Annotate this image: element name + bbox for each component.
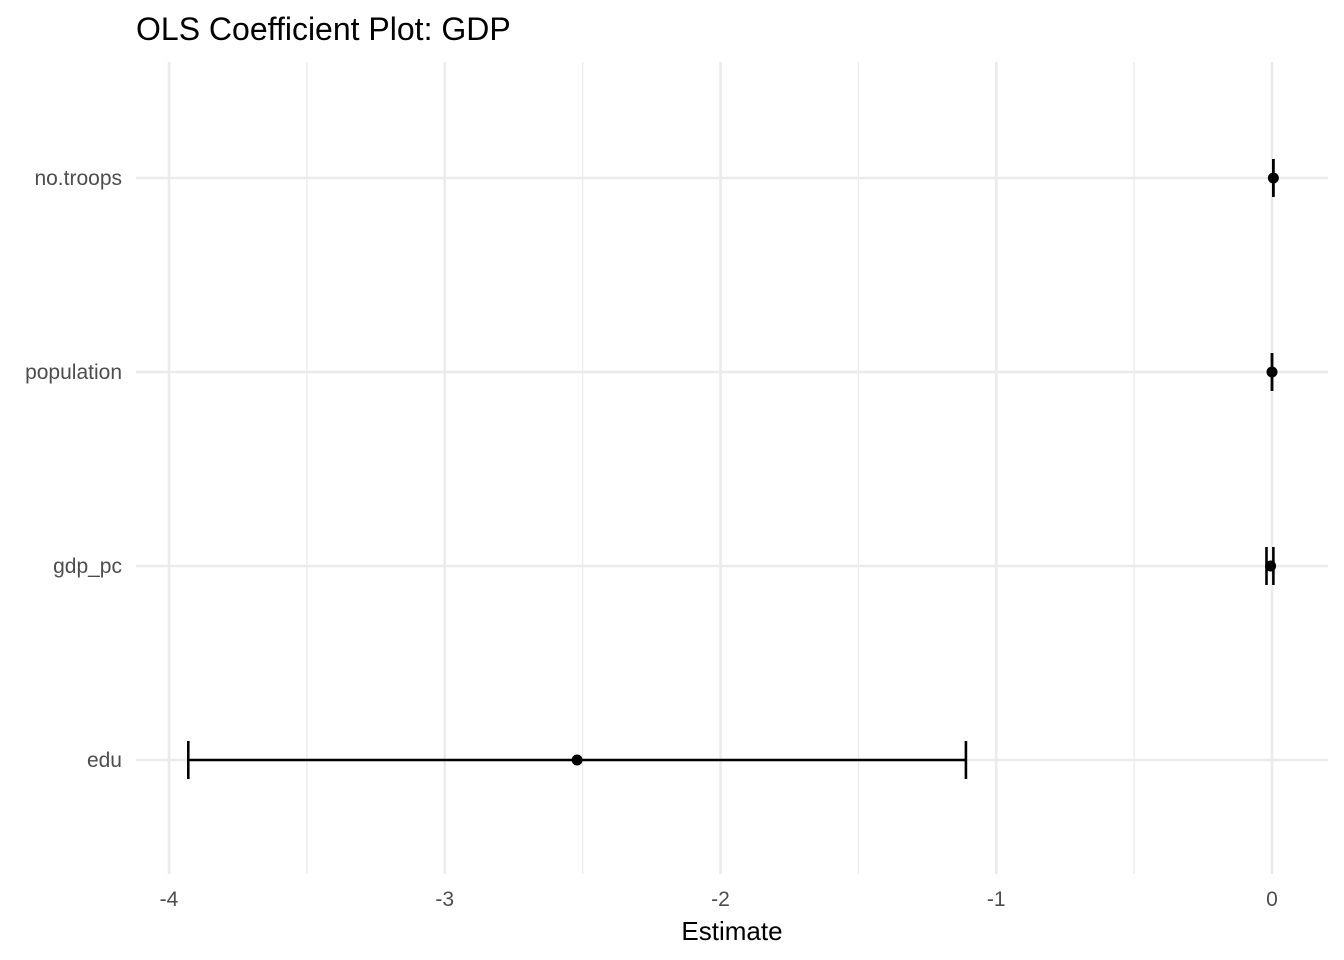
grid-layer [136, 62, 1328, 874]
point-gdp-pc [1265, 560, 1277, 572]
point-no-troops [1267, 172, 1279, 184]
point-edu [571, 754, 583, 766]
x-tick-labels: -4 -3 -2 -1 0 [160, 888, 1278, 911]
x-axis-title: Estimate [681, 916, 782, 946]
y-tick-label: gdp_pc [53, 555, 122, 578]
x-tick-label: -1 [987, 888, 1006, 911]
y-tick-label: population [25, 361, 122, 384]
chart-title: OLS Coefficient Plot: GDP [136, 11, 511, 47]
x-tick-label: -4 [160, 888, 179, 911]
y-tick-labels: edu gdp_pc population no.troops [25, 167, 122, 772]
y-tick-label: edu [87, 749, 122, 772]
y-tick-label: no.troops [34, 167, 122, 190]
point-layer [571, 172, 1279, 766]
x-tick-label: -3 [435, 888, 454, 911]
point-population [1266, 366, 1278, 378]
x-tick-label: 0 [1266, 888, 1278, 911]
x-tick-label: -2 [711, 888, 730, 911]
errorbar-layer [187, 159, 1275, 779]
